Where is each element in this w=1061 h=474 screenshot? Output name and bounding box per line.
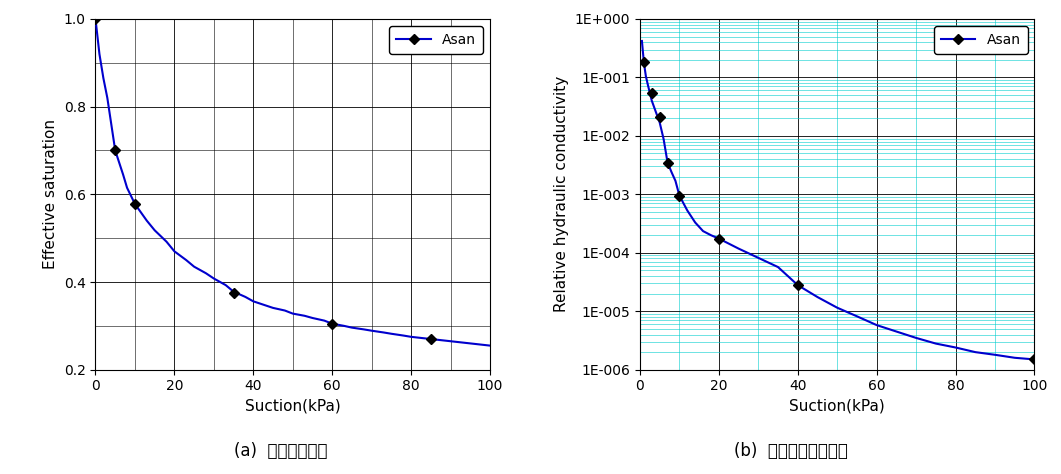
Asan	[661, 160, 674, 165]
Asan	[713, 236, 726, 241]
Y-axis label: Relative hydraulic conductivity: Relative hydraulic conductivity	[554, 76, 569, 312]
Asan	[109, 148, 122, 154]
Asan	[638, 60, 650, 65]
Line: Asan: Asan	[91, 15, 435, 343]
Legend: Asan: Asan	[389, 26, 483, 54]
Asan	[227, 290, 240, 296]
Asan	[1028, 356, 1041, 362]
Asan	[89, 16, 102, 22]
Asan	[128, 201, 141, 207]
Asan	[792, 283, 804, 288]
X-axis label: Suction(kPa): Suction(kPa)	[789, 399, 885, 414]
Line: Asan: Asan	[640, 59, 1039, 363]
Asan	[645, 90, 658, 95]
X-axis label: Suction(kPa): Suction(kPa)	[245, 399, 341, 414]
Asan	[424, 336, 437, 342]
Text: (b)  상대투수계수함수: (b) 상대투수계수함수	[733, 442, 848, 460]
Asan	[673, 193, 685, 199]
Text: (a)  함수특성곡선: (a) 함수특성곡선	[234, 442, 328, 460]
Legend: Asan: Asan	[934, 26, 1027, 54]
Y-axis label: Effective saturation: Effective saturation	[44, 119, 58, 269]
Asan	[326, 321, 338, 327]
Asan	[654, 114, 666, 120]
